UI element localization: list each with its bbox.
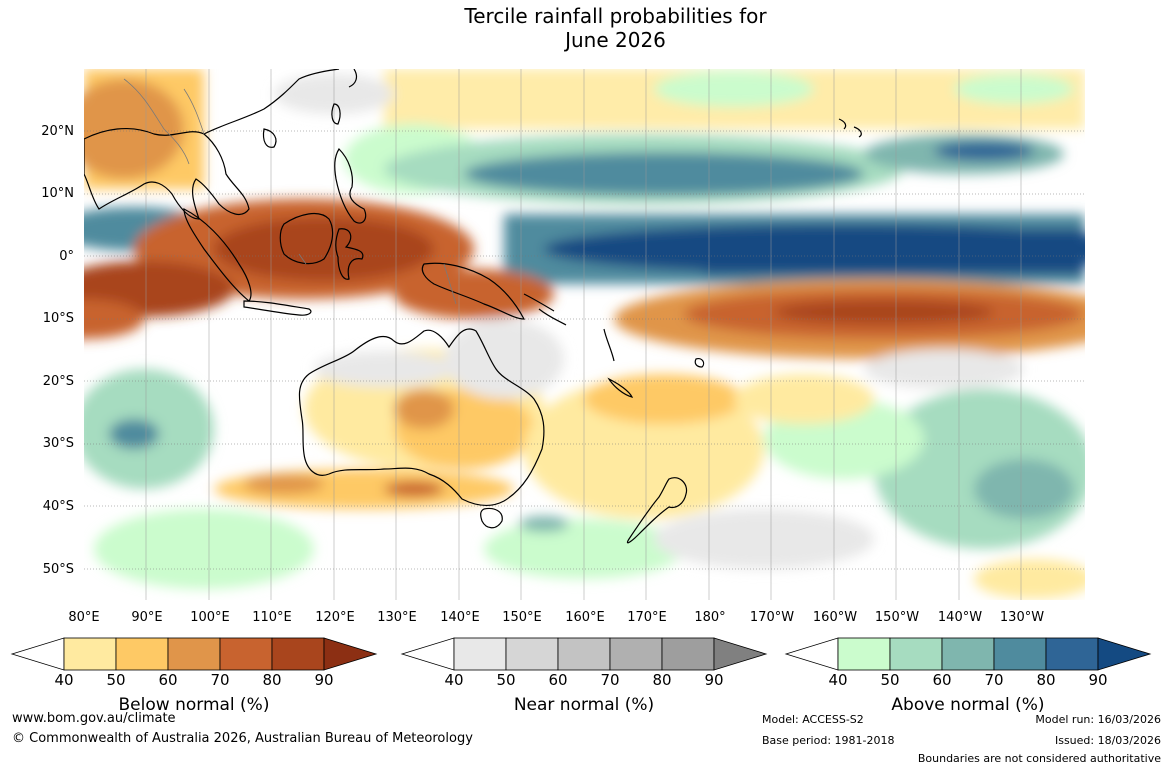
near-tick: 90 <box>704 671 724 689</box>
colorbar-near-over <box>713 637 768 671</box>
above-normal-title: Above normal (%) <box>891 695 1045 715</box>
colorbar-above-seg <box>889 637 943 671</box>
colorbar-below-seg <box>63 637 117 671</box>
near-tick: 50 <box>496 671 516 689</box>
below-tick: 70 <box>210 671 230 689</box>
footer-copyright: © Commonwealth of Australia 2026, Austra… <box>12 731 473 746</box>
colorbar-near-seg <box>453 637 507 671</box>
below-tick: 40 <box>54 671 74 689</box>
boundaries-disclaimer: Boundaries are not considered authoritat… <box>917 752 1161 765</box>
colorbar-above-seg <box>837 637 891 671</box>
lat-label-20s: 20°S <box>42 374 74 389</box>
lon-label-150w: 150°W <box>874 610 920 625</box>
issued-date: Issued: 18/03/2026 <box>1054 734 1161 747</box>
colorbar-below-svg <box>10 637 378 671</box>
title-line-2: June 2026 <box>565 28 666 52</box>
below-tick: 50 <box>106 671 126 689</box>
lat-label-20n: 20°N <box>41 124 74 139</box>
colorbar-near-under <box>400 637 455 671</box>
meridians <box>145 69 1022 600</box>
lon-label-120e: 120°E <box>315 610 355 625</box>
below-tick: 60 <box>158 671 178 689</box>
near-tick: 40 <box>444 671 464 689</box>
model-name: Model: ACCESS-S2 <box>762 713 864 726</box>
colorbar-below-under <box>10 637 65 671</box>
above-tick: 80 <box>1036 671 1056 689</box>
near-normal-title: Near normal (%) <box>513 695 655 715</box>
lon-label-170w: 170°W <box>749 610 795 625</box>
probability-map <box>84 69 1085 600</box>
colorbar-above-seg <box>941 637 995 671</box>
lon-label-160e: 160°E <box>565 610 605 625</box>
colorbar-near-seg <box>609 637 663 671</box>
map-canvas <box>84 69 1085 600</box>
lat-label-40s: 40°S <box>42 499 74 514</box>
below-normal-title: Below normal (%) <box>118 695 270 715</box>
lon-label-180: 180° <box>694 610 726 625</box>
colorbar-above-normal <box>784 637 1152 671</box>
coastlines <box>84 69 862 544</box>
graticule <box>84 130 1085 570</box>
above-tick: 90 <box>1088 671 1108 689</box>
base-period: Base period: 1981-2018 <box>762 734 895 747</box>
colorbar-above-seg <box>1045 637 1099 671</box>
lon-label-150e: 150°E <box>502 610 542 625</box>
colorbar-near-svg <box>400 637 768 671</box>
lon-label-110e: 110°E <box>252 610 292 625</box>
colorbar-below-seg <box>271 637 325 671</box>
map-title: Tercile rainfall probabilities for June … <box>0 4 1173 52</box>
lat-label-10n: 10°N <box>41 186 74 201</box>
colorbar-below-seg <box>167 637 221 671</box>
near-tick: 80 <box>652 671 672 689</box>
lon-label-160w: 160°W <box>812 610 858 625</box>
colorbar-below-seg <box>219 637 273 671</box>
lat-label-10s: 10°S <box>42 311 74 326</box>
colorbar-above-under <box>784 637 839 671</box>
lon-label-130w: 130°W <box>999 610 1045 625</box>
near-tick: 70 <box>600 671 620 689</box>
colorbar-above-over <box>1097 637 1152 671</box>
lat-label-50s: 50°S <box>42 562 74 577</box>
above-tick: 50 <box>880 671 900 689</box>
colorbar-near-seg <box>661 637 715 671</box>
title-line-1: Tercile rainfall probabilities for <box>464 4 767 28</box>
colorbar-above-seg <box>993 637 1047 671</box>
borders <box>123 78 457 305</box>
above-tick: 40 <box>828 671 848 689</box>
lon-label-140e: 140°E <box>440 610 480 625</box>
lon-label-90e: 90°E <box>131 610 163 625</box>
lat-label-0: 0° <box>59 249 74 264</box>
above-tick: 60 <box>932 671 952 689</box>
colorbar-near-seg <box>505 637 559 671</box>
below-tick: 90 <box>314 671 334 689</box>
model-run-date: Model run: 16/03/2026 <box>1035 713 1161 726</box>
lon-label-100e: 100°E <box>190 610 230 625</box>
lat-label-30s: 30°S <box>42 436 74 451</box>
colorbar-above-svg <box>784 637 1152 671</box>
lon-label-80e: 80°E <box>68 610 100 625</box>
colorbar-near-seg <box>557 637 611 671</box>
lon-label-140w: 140°W <box>937 610 983 625</box>
lon-label-170e: 170°E <box>627 610 667 625</box>
lon-label-130e: 130°E <box>377 610 417 625</box>
colorbar-below-normal <box>10 637 378 671</box>
colorbar-below-over <box>323 637 378 671</box>
colorbar-below-seg <box>115 637 169 671</box>
below-tick: 80 <box>262 671 282 689</box>
near-tick: 60 <box>548 671 568 689</box>
colorbar-near-normal <box>400 637 768 671</box>
above-tick: 70 <box>984 671 1004 689</box>
footer-url[interactable]: www.bom.gov.au/climate <box>12 711 176 726</box>
